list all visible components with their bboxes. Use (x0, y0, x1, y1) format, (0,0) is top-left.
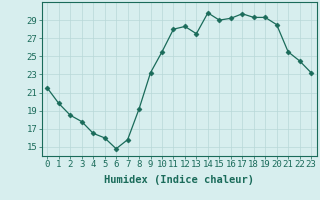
X-axis label: Humidex (Indice chaleur): Humidex (Indice chaleur) (104, 175, 254, 185)
